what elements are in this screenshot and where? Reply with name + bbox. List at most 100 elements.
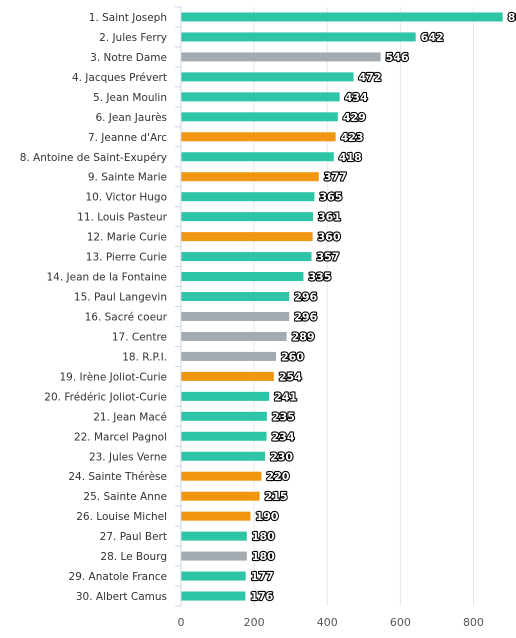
bar (181, 112, 338, 122)
category-label: 6. Jean Jaurès (95, 112, 167, 124)
category-label: 2. Jules Ferry (99, 32, 167, 44)
category-label: 7. Jeanne d'Arc (88, 132, 167, 144)
data-label: 642 (421, 31, 444, 44)
bar (181, 12, 503, 22)
bar (181, 531, 247, 541)
category-labels: 1. Saint Joseph 2. Jules Ferry 3. Notre Da… (20, 6, 181, 607)
x-tick-label: 200 (244, 616, 265, 629)
bar (181, 72, 354, 82)
bar (181, 152, 334, 162)
category-label: 13. Pierre Curie (86, 252, 167, 264)
bar (181, 391, 270, 401)
category-label: 10. Victor Hugo (85, 192, 167, 204)
data-label: 220 (266, 470, 289, 483)
data-label: 429 (343, 111, 366, 124)
data-label: 423 (341, 131, 364, 144)
data-label: 234 (272, 430, 295, 443)
data-label: 241 (274, 390, 297, 403)
bar (181, 551, 247, 561)
category-label: 4. Jacques Prévert (72, 72, 167, 84)
bar (181, 431, 267, 441)
data-label: 296 (294, 310, 317, 323)
category-label: 9. Sainte Marie (88, 172, 167, 184)
data-label: 365 (319, 191, 342, 204)
bar (181, 371, 274, 381)
data-label: 215 (265, 490, 288, 503)
category-label: 17. Centre (112, 331, 167, 343)
category-label: 22. Marcel Pagnol (74, 431, 167, 443)
category-label: 20. Frédéric Joliot-Curie (44, 391, 167, 403)
data-label: 180 (252, 530, 275, 543)
category-label: 14. Jean de la Fontaine (47, 272, 168, 284)
category-label: 1. Saint Joseph (89, 12, 167, 24)
x-tick-label: 800 (463, 616, 484, 629)
data-label: 546 (386, 51, 409, 64)
bar (181, 212, 313, 222)
bar (181, 491, 260, 501)
bar (181, 192, 315, 202)
bar (181, 272, 304, 282)
data-label: 176 (250, 590, 273, 603)
data-label: 289 (292, 330, 315, 343)
bar (181, 511, 251, 521)
bars (181, 12, 503, 601)
category-label: 15. Paul Langevin (74, 292, 167, 304)
bar (181, 32, 416, 42)
category-label: 5. Jean Moulin (93, 92, 167, 104)
category-label: 24. Sainte Thérèse (68, 471, 167, 483)
bar (181, 232, 313, 242)
category-label: 26. Louise Michel (76, 511, 167, 523)
data-label: 230 (270, 450, 293, 463)
bar (181, 451, 266, 461)
x-tick-label: 600 (390, 616, 411, 629)
category-label: 8. Antoine de Saint-Exupéry (20, 152, 167, 164)
data-label: 377 (324, 171, 347, 184)
data-label: 177 (251, 570, 274, 583)
x-tick-label: 0 (178, 616, 185, 629)
data-label: 254 (279, 370, 302, 383)
data-label: 180 (252, 550, 275, 563)
data-label: 190 (255, 510, 278, 523)
grid-lines (253, 7, 474, 606)
x-axis-tick-labels: 0 200 400 600 800 (178, 616, 484, 629)
data-label: 357 (317, 251, 340, 264)
bar (181, 252, 312, 262)
bar (181, 471, 262, 481)
category-label: 12. Marie Curie (87, 232, 167, 244)
data-labels: 880 642 546 472 434 429 423 418 377 365 361 360 357 3… (249, 10, 516, 604)
data-label: 335 (308, 271, 331, 284)
category-label: 16. Sacré coeur (85, 311, 168, 323)
bar (181, 591, 246, 601)
category-label: 3. Notre Dame (90, 52, 167, 64)
x-tick-label: 400 (317, 616, 338, 629)
data-label: 260 (281, 350, 304, 363)
category-label: 27. Paul Bert (100, 531, 167, 543)
bar (181, 132, 336, 142)
data-label: 360 (318, 231, 341, 244)
bar (181, 52, 381, 62)
category-label: 11. Louis Pasteur (77, 212, 168, 224)
bar (181, 172, 319, 182)
category-label: 28. Le Bourg (100, 551, 167, 563)
bar (181, 311, 290, 321)
data-label: 361 (318, 211, 341, 224)
bar (181, 292, 290, 302)
data-label: 296 (294, 291, 317, 304)
data-label: 880 (508, 11, 516, 24)
bar (181, 331, 287, 341)
bar (181, 92, 340, 102)
category-label: 18. R.P.I. (122, 351, 167, 363)
bar (181, 571, 246, 581)
bar (181, 411, 267, 421)
data-label: 418 (339, 151, 362, 164)
category-label: 23. Jules Verne (89, 451, 167, 463)
data-label: 434 (345, 91, 368, 104)
category-label: 19. Irène Joliot-Curie (60, 371, 168, 383)
bar (181, 351, 277, 361)
category-label: 25. Sainte Anne (83, 491, 167, 503)
category-label: 30. Albert Camus (76, 591, 167, 603)
data-label: 235 (272, 410, 295, 423)
data-label: 472 (359, 71, 382, 84)
category-label: 21. Jean Macé (93, 411, 167, 423)
